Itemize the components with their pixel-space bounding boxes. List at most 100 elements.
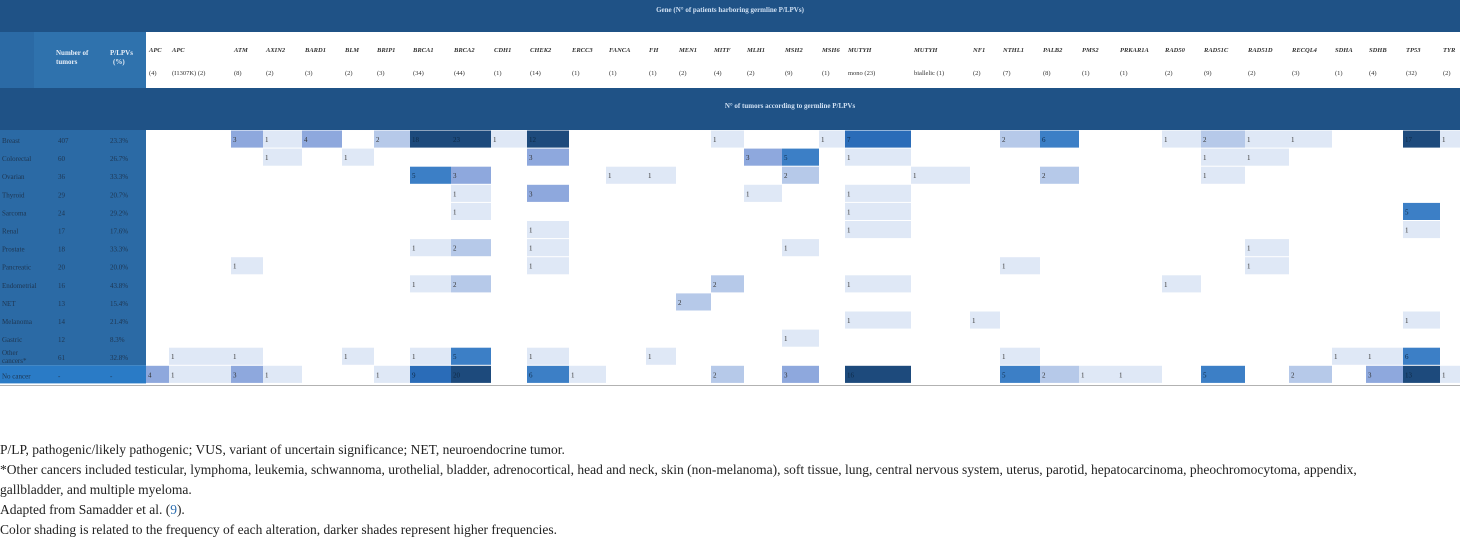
cell-2-23[interactable] — [1040, 166, 1079, 184]
cell-13-10[interactable] — [527, 365, 569, 383]
cell-0-32[interactable] — [1403, 130, 1440, 148]
cell-13-32[interactable] — [1403, 365, 1440, 383]
cell-0-3[interactable] — [263, 130, 302, 148]
cell-4-8[interactable] — [451, 202, 491, 220]
cell-1-27[interactable] — [1201, 148, 1245, 166]
cell-3-8[interactable] — [451, 184, 491, 202]
cell-10-19[interactable] — [845, 311, 911, 329]
cell-0-6[interactable] — [374, 130, 410, 148]
cell-13-24[interactable] — [1079, 365, 1117, 383]
cell-10-21[interactable] — [970, 311, 1000, 329]
cell-3-10[interactable] — [527, 184, 569, 202]
cell-13-3[interactable] — [263, 365, 302, 383]
cell-2-12[interactable] — [606, 166, 646, 184]
cell-6-17[interactable] — [782, 239, 819, 257]
cell-12-32[interactable] — [1403, 347, 1440, 365]
cell-12-2[interactable] — [231, 347, 263, 365]
cell-7-22[interactable] — [1000, 257, 1040, 275]
cell-12-5[interactable] — [342, 347, 374, 365]
cell-12-7[interactable] — [410, 347, 451, 365]
cell-8-19[interactable] — [845, 275, 911, 293]
cell-7-10[interactable] — [527, 257, 569, 275]
cell-0-8[interactable] — [451, 130, 491, 148]
cell-13-31[interactable] — [1366, 365, 1403, 383]
cell-2-17[interactable] — [782, 166, 819, 184]
cell-0-23[interactable] — [1040, 130, 1079, 148]
cell-1-28[interactable] — [1245, 148, 1289, 166]
cell-2-20[interactable] — [911, 166, 970, 184]
cell-3-19[interactable] — [845, 184, 911, 202]
cell-1-3[interactable] — [263, 148, 302, 166]
cell-13-15[interactable] — [711, 365, 744, 383]
cell-0-26[interactable] — [1162, 130, 1201, 148]
cell-13-27[interactable] — [1201, 365, 1245, 383]
cell-13-33[interactable] — [1440, 365, 1460, 383]
cell-13-0[interactable] — [146, 365, 169, 383]
cell-0-22[interactable] — [1000, 130, 1040, 148]
cell-11-17[interactable] — [782, 329, 819, 347]
cell-2-7[interactable] — [410, 166, 451, 184]
cell-13-19[interactable] — [845, 365, 911, 383]
cell-4-19[interactable] — [845, 202, 911, 220]
cell-12-8[interactable] — [451, 347, 491, 365]
cell-8-15[interactable] — [711, 275, 744, 293]
cell-13-23[interactable] — [1040, 365, 1079, 383]
cell-8-7[interactable] — [410, 275, 451, 293]
cell-13-22[interactable] — [1000, 365, 1040, 383]
cell-12-22[interactable] — [1000, 347, 1040, 365]
cell-1-19[interactable] — [845, 148, 911, 166]
cell-2-27[interactable] — [1201, 166, 1245, 184]
cell-12-31[interactable] — [1366, 347, 1403, 365]
cell-13-29[interactable] — [1289, 365, 1332, 383]
cell-9-14[interactable] — [676, 293, 711, 311]
cell-5-10[interactable] — [527, 221, 569, 239]
reference-link[interactable]: 9 — [170, 502, 177, 517]
cell-13-11[interactable] — [569, 365, 606, 383]
cell-0-19[interactable] — [845, 130, 911, 148]
cell-0-28[interactable] — [1245, 130, 1289, 148]
cell-6-8[interactable] — [451, 239, 491, 257]
cell-13-6[interactable] — [374, 365, 410, 383]
cell-12-1[interactable] — [169, 347, 231, 365]
cell-0-27[interactable] — [1201, 130, 1245, 148]
cell-12-10[interactable] — [527, 347, 569, 365]
cell-0-29[interactable] — [1289, 130, 1332, 148]
cell-0-4[interactable] — [302, 130, 342, 148]
cell-5-19[interactable] — [845, 221, 911, 239]
cell-0-2[interactable] — [231, 130, 263, 148]
cell-7-2[interactable] — [231, 257, 263, 275]
cell-4-32[interactable] — [1403, 202, 1440, 220]
cell-1-10[interactable] — [527, 148, 569, 166]
row-tumor-count-2: 36 — [58, 173, 66, 181]
cell-12-13[interactable] — [646, 347, 676, 365]
cell-0-18[interactable] — [819, 130, 845, 148]
cell-5-32[interactable] — [1403, 221, 1440, 239]
cell-0-15[interactable] — [711, 130, 744, 148]
cell-13-17[interactable] — [782, 365, 819, 383]
cell-13-7[interactable] — [410, 365, 451, 383]
cell-6-7[interactable] — [410, 239, 451, 257]
cell-0-7[interactable] — [410, 130, 451, 148]
cell-0-9[interactable] — [491, 130, 527, 148]
cell-1-16[interactable] — [744, 148, 782, 166]
cell-10-32[interactable] — [1403, 311, 1440, 329]
cell-13-25[interactable] — [1117, 365, 1162, 383]
cell-0-33[interactable] — [1440, 130, 1460, 148]
cell-7-28[interactable] — [1245, 257, 1289, 275]
cell-0-10[interactable] — [527, 130, 569, 148]
cell-12-30[interactable] — [1332, 347, 1366, 365]
cell-2-13[interactable] — [646, 166, 676, 184]
cell-3-16[interactable] — [744, 184, 782, 202]
cell-1-5[interactable] — [342, 148, 374, 166]
cell-2-8[interactable] — [451, 166, 491, 184]
cell-8-26[interactable] — [1162, 275, 1201, 293]
source-prefix: Adapted from Samadder et al. ( — [0, 502, 171, 517]
cell-6-10[interactable] — [527, 239, 569, 257]
cell-6-28[interactable] — [1245, 239, 1289, 257]
cell-8-8[interactable] — [451, 275, 491, 293]
cell-13-8[interactable] — [451, 365, 491, 383]
cell-13-2[interactable] — [231, 365, 263, 383]
cell-13-1[interactable] — [169, 365, 231, 383]
row-plpv-pct-1: 26.7% — [110, 155, 128, 163]
cell-1-17[interactable] — [782, 148, 819, 166]
